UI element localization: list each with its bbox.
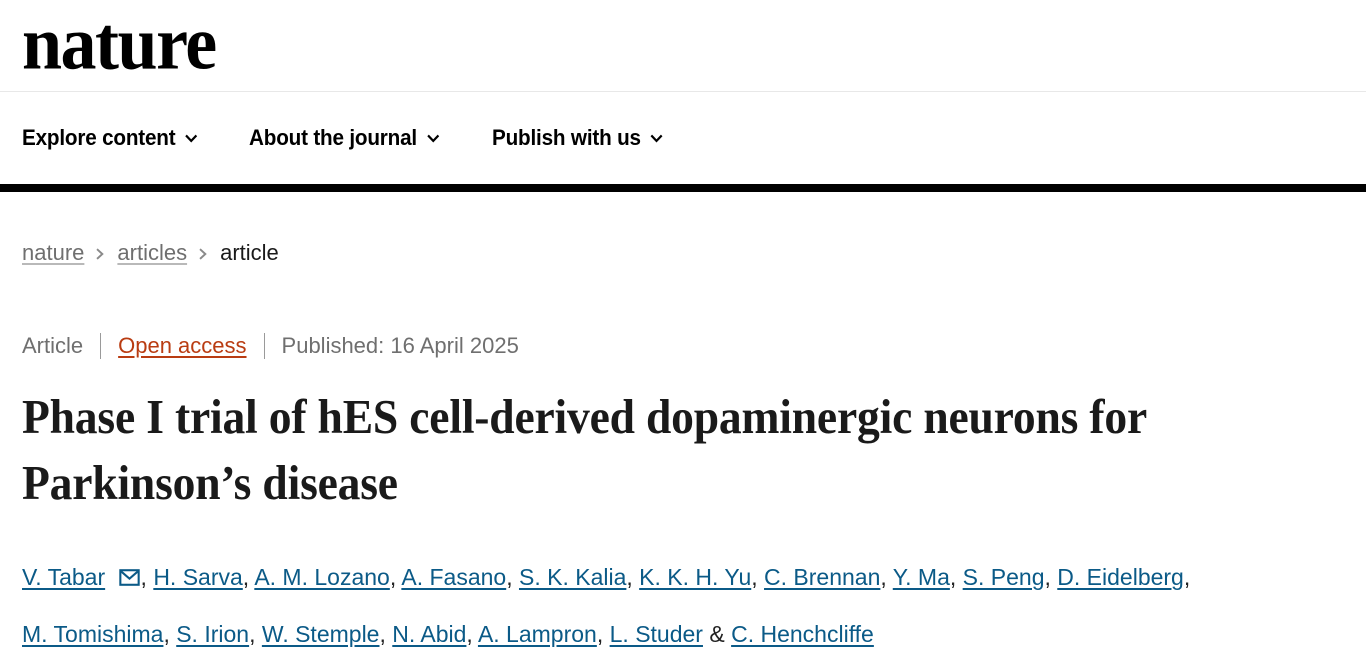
author-separator: , bbox=[1044, 564, 1058, 591]
article-type-label: Article bbox=[22, 333, 84, 358]
author-link[interactable]: K. K. H. Yu bbox=[639, 564, 752, 591]
author-link[interactable]: A. Fasano bbox=[401, 564, 507, 591]
site-masthead: nature bbox=[0, 0, 1366, 92]
author-separator: , bbox=[626, 564, 640, 591]
chevron-right-icon bbox=[95, 246, 106, 262]
author-separator: , bbox=[506, 564, 519, 591]
author-separator: , bbox=[163, 621, 177, 648]
author-list: V. Tabar , H. Sarva, A. M. Lozano, A. Fa… bbox=[22, 549, 1344, 663]
author-link[interactable]: L. Studer bbox=[609, 621, 703, 648]
envelope-icon[interactable] bbox=[118, 569, 140, 587]
author-link[interactable]: H. Sarva bbox=[153, 564, 243, 591]
nature-logo[interactable]: nature bbox=[22, 0, 217, 86]
breadcrumb-item-article: article bbox=[220, 240, 279, 265]
nav-item-label: About the journal bbox=[249, 125, 418, 150]
author-link[interactable]: S. Peng bbox=[962, 564, 1045, 591]
meta-divider bbox=[263, 333, 265, 359]
author-separator: , bbox=[242, 564, 255, 591]
author-separator: , bbox=[249, 621, 262, 648]
author-separator: , bbox=[466, 621, 478, 648]
open-access-link[interactable]: Open access bbox=[118, 333, 247, 358]
author-link[interactable]: C. Brennan bbox=[764, 564, 881, 591]
author-link[interactable]: W. Stemple bbox=[261, 621, 380, 648]
author-link[interactable]: D. Eidelberg bbox=[1057, 564, 1184, 591]
chevron-down-icon bbox=[185, 132, 198, 146]
nav-item-publish-with-us[interactable]: Publish with us bbox=[492, 125, 663, 151]
author-final-separator: & bbox=[702, 621, 732, 648]
chevron-down-icon bbox=[650, 132, 663, 146]
article-meta-bar: Article Open access Published: 16 April … bbox=[22, 333, 1344, 359]
author-separator: , bbox=[379, 621, 393, 648]
header-rule bbox=[0, 184, 1366, 192]
author-separator: , bbox=[949, 564, 963, 591]
author-separator: , bbox=[389, 564, 402, 591]
author-link[interactable]: N. Abid bbox=[392, 621, 467, 648]
nav-item-about-the-journal[interactable]: About the journal bbox=[249, 125, 440, 151]
author-link[interactable]: V. Tabar bbox=[22, 564, 106, 591]
author-link[interactable]: A. Lampron bbox=[477, 621, 597, 648]
author-link[interactable]: A. M. Lozano bbox=[254, 564, 390, 591]
article-header: nature articles article Article Open acc… bbox=[0, 240, 1366, 663]
published-date: Published: 16 April 2025 bbox=[281, 333, 519, 358]
nav-item-explore-content[interactable]: Explore content bbox=[22, 125, 198, 151]
breadcrumb: nature articles article bbox=[22, 240, 1344, 266]
chevron-down-icon bbox=[427, 132, 440, 146]
author-separator: , bbox=[1183, 564, 1191, 591]
chevron-right-icon bbox=[198, 246, 209, 262]
nav-item-label: Publish with us bbox=[491, 125, 641, 150]
breadcrumb-item-articles[interactable]: articles bbox=[117, 240, 188, 265]
author-separator: , bbox=[880, 564, 893, 591]
page-title: Phase I trial of hES cell-derived dopami… bbox=[22, 389, 1147, 510]
author-separator: , bbox=[140, 564, 154, 591]
primary-navigation: Explore content About the journal Publis… bbox=[0, 92, 1366, 184]
author-link[interactable]: S. Irion bbox=[176, 621, 250, 648]
breadcrumb-item-nature[interactable]: nature bbox=[22, 240, 85, 265]
author-link[interactable]: M. Tomishima bbox=[22, 621, 164, 648]
author-separator: , bbox=[596, 621, 610, 648]
author-separator: , bbox=[751, 564, 765, 591]
author-link[interactable]: C. Henchcliffe bbox=[731, 621, 874, 648]
nav-item-label: Explore content bbox=[22, 125, 176, 150]
meta-divider bbox=[100, 333, 102, 359]
author-link[interactable]: Y. Ma bbox=[892, 564, 950, 591]
author-link[interactable]: S. K. Kalia bbox=[518, 564, 627, 591]
